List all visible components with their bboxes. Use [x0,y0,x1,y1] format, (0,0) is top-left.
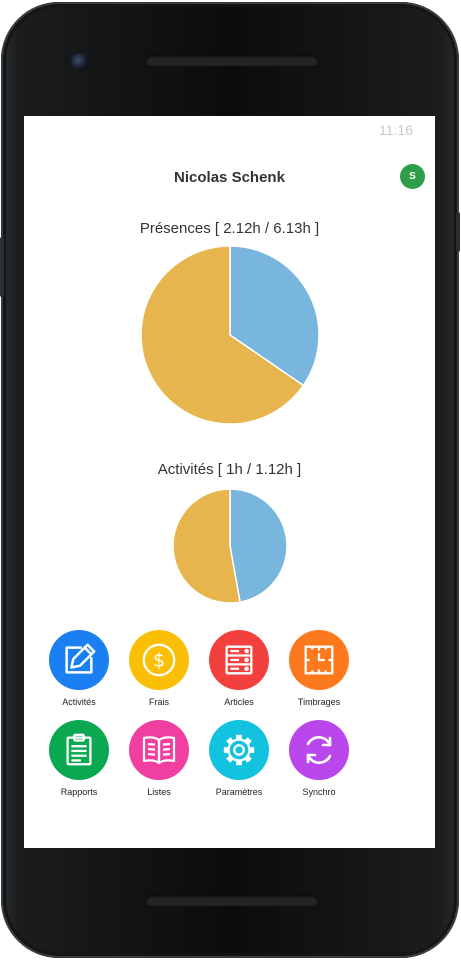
menu-activites-label: Activités [62,697,96,707]
edit-icon [65,643,96,674]
menu-articles-circle[interactable] [209,630,269,690]
activites-pie-slice-0[interactable] [229,488,288,603]
status-time: 11:16 [379,122,413,138]
menu-synchro-circle[interactable] [289,720,349,780]
menu-listes-circle[interactable] [129,720,189,780]
clipboard-icon [66,733,92,766]
menu-synchro-label: Synchro [302,787,336,797]
sync-icon [306,735,332,765]
server-icon [225,645,253,675]
front-camera [71,53,89,71]
activites-chart-title: Activités [ 1h / 1.12h ] [157,461,302,478]
book-icon [142,736,176,765]
earpiece-speaker [146,55,318,66]
menu-rapports-circle[interactable] [49,720,109,780]
menu-listes-label: Listes [147,787,171,797]
menu-timbrages-circle[interactable] [289,630,349,690]
avatar[interactable]: S [400,164,425,189]
user-name: Nicolas Schenk [174,169,285,186]
menu-frais-circle[interactable]: $ [129,630,189,690]
svg-text:$: $ [153,650,165,672]
presences-pie-slice-1[interactable] [140,245,305,425]
menu-parametres-circle[interactable] [209,720,269,780]
activites-pie-chart[interactable] [172,488,288,604]
menu-frais-label: Frais [149,697,169,707]
presences-pie-chart[interactable] [140,245,320,425]
menu-timbrages-label: Timbrages [297,697,341,707]
gear-icon [223,734,255,766]
presences-pie-slice-0[interactable] [229,245,320,387]
presences-chart-title: Présences [ 2.12h / 6.13h ] [139,220,320,237]
volume-button [0,237,4,297]
dollar-icon: $ [142,643,176,677]
power-button [456,212,460,252]
activites-pie-slice-1[interactable] [172,488,241,604]
app-screen: 11:16 Nicolas Schenk S Présences [ 2.12h… [24,116,435,848]
menu-parametres-label: Paramètres [215,787,263,797]
menu-articles-label: Articles [224,697,254,707]
clock-icon [304,645,334,675]
menu-activites-circle[interactable] [49,630,109,690]
menu-rapports-label: Rapports [60,787,98,797]
bottom-speaker [146,895,318,906]
